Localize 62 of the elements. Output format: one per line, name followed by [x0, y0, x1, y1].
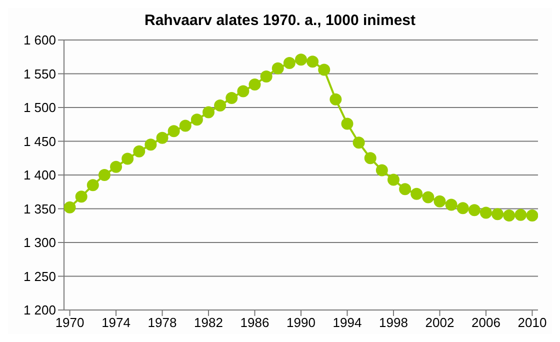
- y-tick-label: 1 400: [23, 168, 56, 183]
- point: [260, 70, 272, 82]
- point: [352, 136, 365, 149]
- point: [330, 93, 342, 106]
- point: [248, 78, 261, 91]
- point: [64, 201, 76, 214]
- x-tick-label: 1974: [102, 315, 130, 330]
- point: [387, 174, 400, 186]
- point: [190, 114, 203, 126]
- point: [214, 99, 226, 112]
- x-tick-label: 1986: [240, 315, 270, 330]
- x-tick-label: 1970: [55, 315, 84, 330]
- y-tick-label: 1 350: [23, 201, 56, 216]
- point: [364, 152, 376, 164]
- point: [456, 202, 469, 214]
- point: [376, 164, 388, 176]
- point: [75, 190, 88, 203]
- y-tick-label: 1 500: [23, 100, 56, 116]
- point: [468, 204, 480, 216]
- point: [422, 191, 434, 204]
- point: [492, 208, 504, 220]
- y-tick-label: 1 450: [23, 134, 56, 149]
- point: [98, 169, 110, 181]
- point: [445, 198, 458, 211]
- point: [526, 210, 538, 222]
- x-tick-label: 1994: [332, 315, 362, 330]
- point: [283, 56, 296, 69]
- point: [480, 206, 492, 219]
- point: [237, 85, 250, 98]
- point: [133, 145, 146, 158]
- point: [156, 132, 168, 144]
- point: [434, 195, 446, 208]
- y-tick-label: 1 300: [23, 235, 56, 250]
- x-tick-label: 1990: [286, 315, 316, 330]
- x-tick-label: 2002: [425, 315, 454, 330]
- y-tick-label: 1 550: [23, 66, 56, 82]
- point: [306, 56, 319, 68]
- point: [514, 208, 527, 221]
- x-tick-label: 1978: [148, 315, 177, 330]
- point: [168, 125, 180, 138]
- point: [110, 160, 122, 173]
- point: [503, 210, 516, 222]
- x-tick-label: 1982: [194, 315, 223, 330]
- y-tick-label: 1 250: [23, 268, 56, 284]
- y-tick-label: 1 200: [23, 302, 56, 318]
- point: [202, 106, 215, 118]
- point: [410, 188, 423, 200]
- point: [341, 118, 354, 130]
- x-tick-label: 2006: [472, 315, 500, 330]
- y-tick-label: 1 600: [23, 32, 56, 48]
- point: [272, 62, 284, 74]
- x-tick-label: 1998: [379, 315, 408, 330]
- x-tick-label: 2010: [518, 315, 547, 330]
- chart-title: Rahvaarv alates 1970. a., 1000 inimest: [143, 11, 416, 31]
- point: [295, 54, 307, 66]
- point: [86, 179, 99, 192]
- point: [226, 92, 238, 104]
- point: [179, 120, 192, 132]
- point: [144, 138, 157, 151]
- point: [318, 64, 330, 76]
- point: [122, 152, 134, 165]
- point: [399, 183, 412, 196]
